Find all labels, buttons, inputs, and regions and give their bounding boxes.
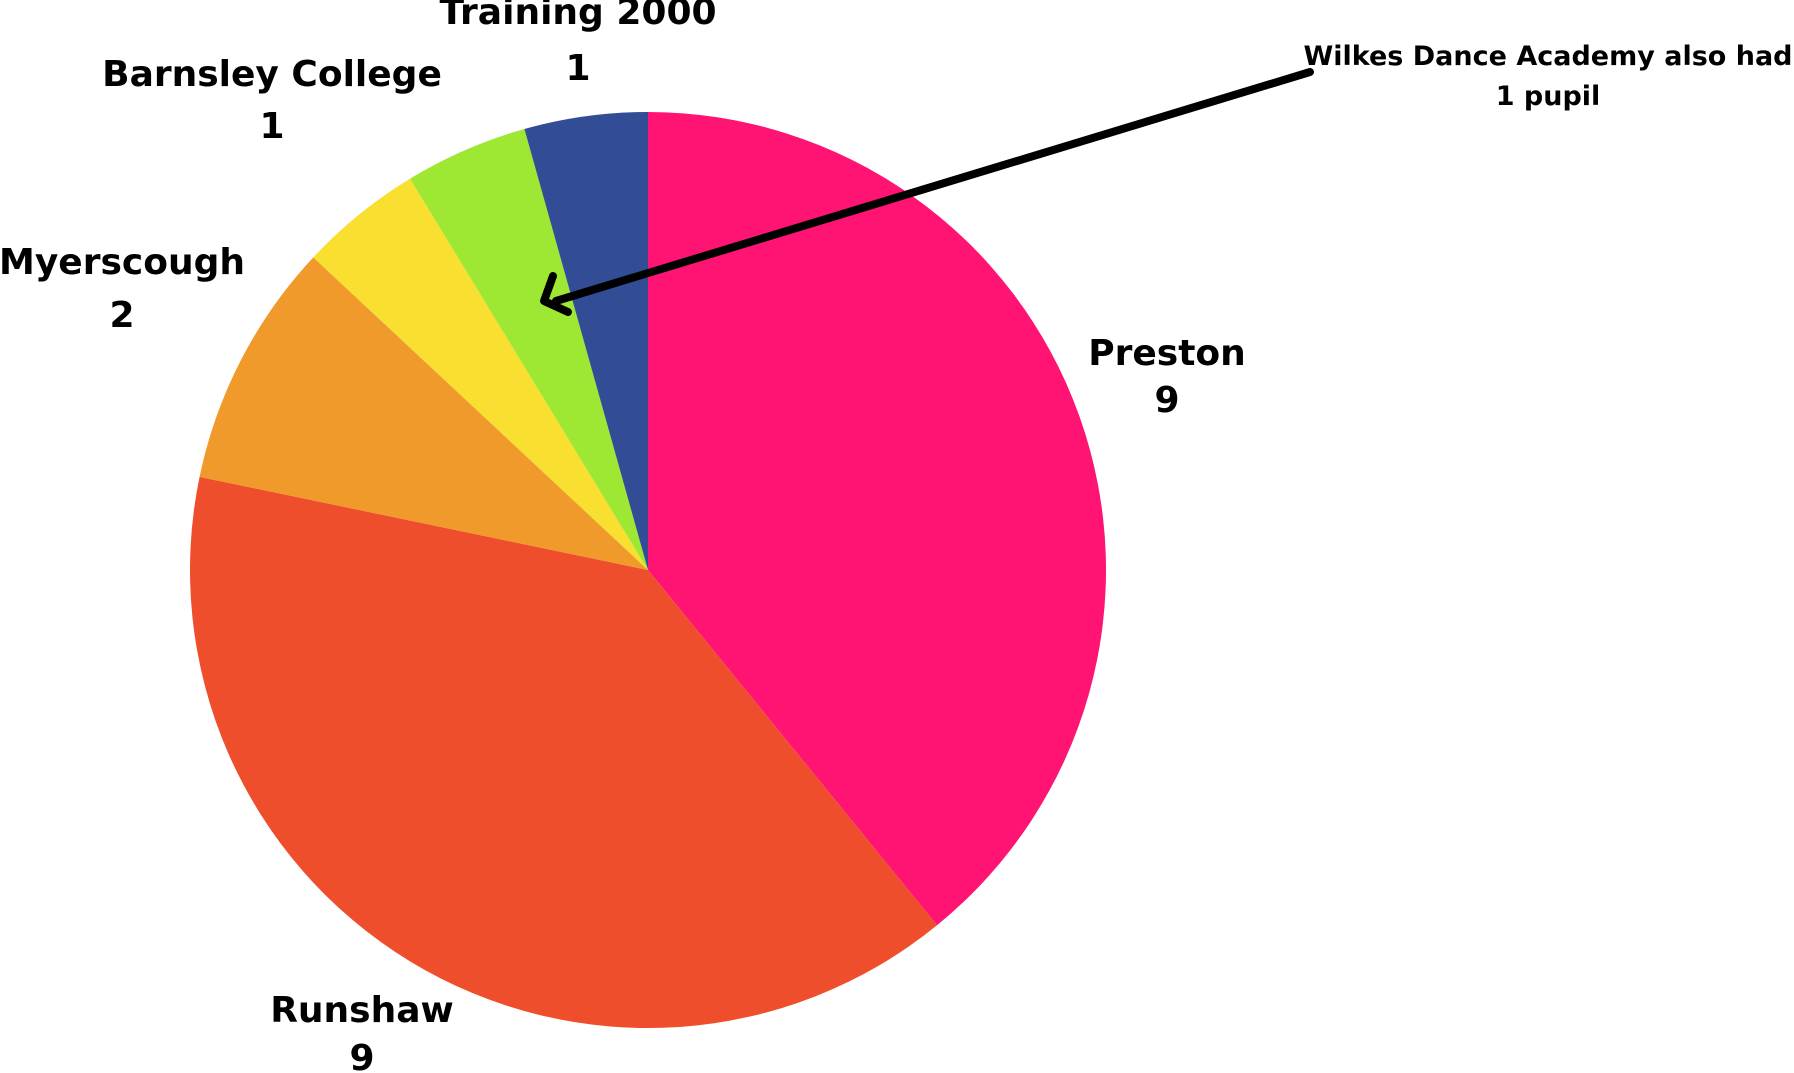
slice-runshaw [189, 476, 938, 1029]
label-training-2000-name: Training 2000 [439, 0, 716, 33]
label-barnsley-college-value: 1 [259, 106, 284, 147]
label-runshaw-value: 9 [349, 1038, 374, 1073]
pie-slices [189, 111, 1107, 1029]
slice-myerscough [199, 257, 648, 570]
annotation-line-1: Wilkes Dance Academy also had [1303, 41, 1792, 72]
slice-labels: Preston 9 Runshaw 9 Myerscough 2 Barnsle… [0, 0, 1246, 1073]
slice-barnsley-college [313, 178, 648, 570]
label-runshaw-name: Runshaw [270, 990, 454, 1031]
arrowhead-icon [540, 272, 572, 316]
annotation: Wilkes Dance Academy also had 1 pupil [540, 41, 1793, 316]
label-preston-value: 9 [1154, 380, 1179, 421]
label-barnsley-college-name: Barnsley College [102, 54, 442, 95]
slice-training-2000 [524, 112, 648, 570]
annotation-arrow-line [552, 68, 1314, 305]
slice-preston [648, 111, 1107, 926]
annotation-line-2: 1 pupil [1496, 81, 1601, 112]
label-myerscough-value: 2 [109, 295, 134, 336]
slice-wilkes-dance-academy [410, 128, 648, 571]
label-preston-name: Preston [1088, 333, 1246, 374]
label-myerscough-name: Myerscough [0, 242, 245, 283]
label-training-2000-value: 1 [565, 48, 590, 89]
